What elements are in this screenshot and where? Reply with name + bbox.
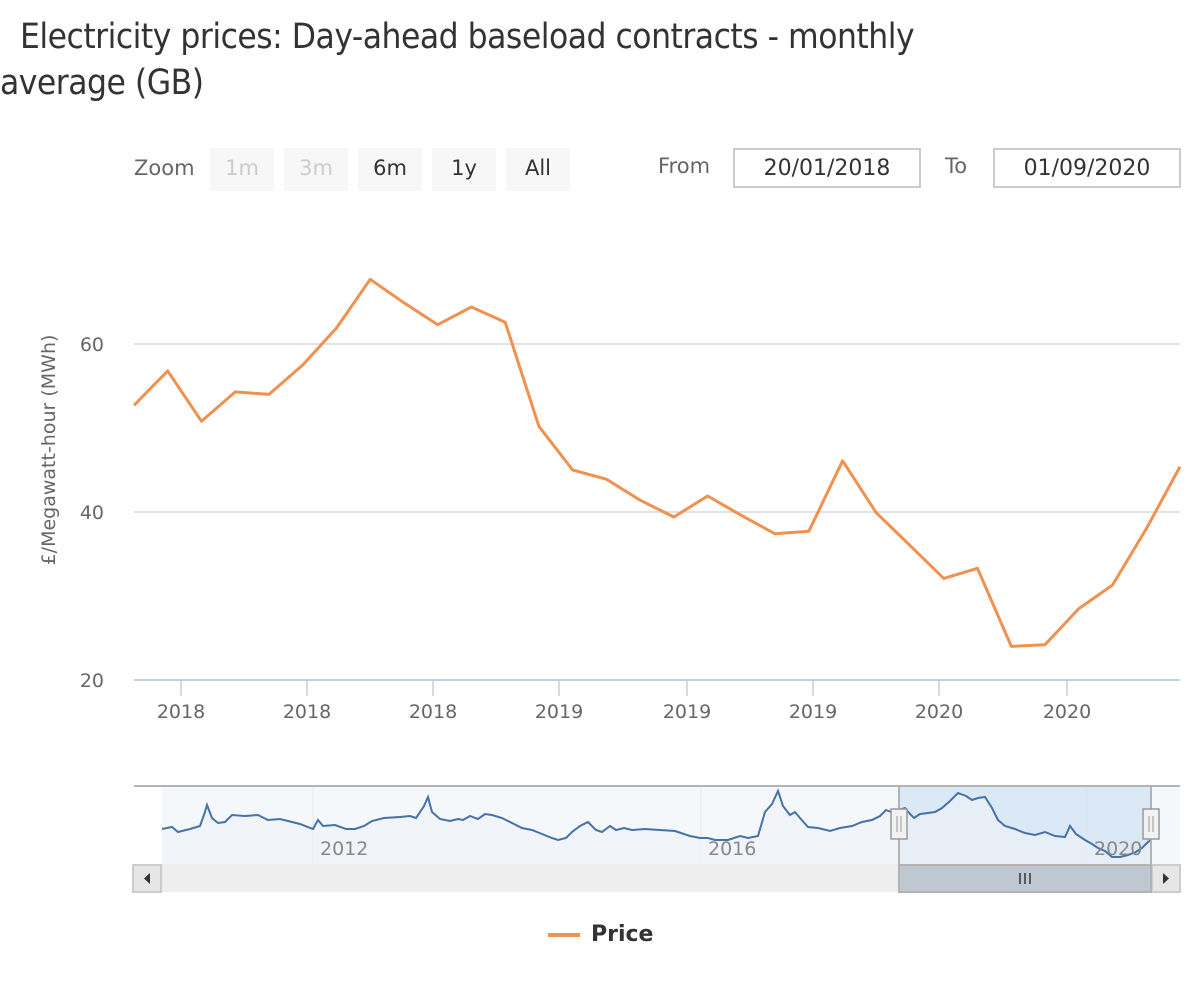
zoom-3m-button[interactable]: 3m <box>284 148 348 191</box>
data-point[interactable] <box>1042 642 1048 648</box>
series-line-price[interactable] <box>132 277 1182 648</box>
data-point[interactable] <box>502 319 508 325</box>
y-tick-label: 40 <box>80 502 104 524</box>
navigator-right-handle[interactable] <box>1142 808 1160 840</box>
data-point[interactable] <box>1076 606 1082 612</box>
x-tick-label: 2019 <box>535 701 583 723</box>
y-tick-label: 60 <box>80 334 104 356</box>
data-point[interactable] <box>671 514 677 520</box>
data-point[interactable] <box>1177 464 1183 470</box>
data-point[interactable] <box>1110 582 1116 588</box>
data-point[interactable] <box>266 391 272 397</box>
x-tick-label: 2020 <box>1043 701 1091 723</box>
to-date-input[interactable] <box>993 148 1181 188</box>
data-point[interactable] <box>806 528 812 534</box>
x-tick-label: 2018 <box>283 701 331 723</box>
data-point[interactable] <box>468 304 474 310</box>
x-tick-label: 2020 <box>915 701 963 723</box>
data-point[interactable] <box>840 458 846 464</box>
x-tick-label: 2019 <box>663 701 711 723</box>
navigator: 2012 2016 2020 <box>132 785 1181 893</box>
data-point[interactable] <box>1008 643 1014 649</box>
data-point[interactable] <box>435 322 441 328</box>
chart-title-line-2: average (GB) <box>0 63 204 103</box>
y-tick-label: 20 <box>80 670 104 692</box>
data-point[interactable] <box>738 512 744 518</box>
to-label: To <box>945 154 968 178</box>
navigator-x-label: 2016 <box>708 838 756 860</box>
data-point[interactable] <box>941 575 947 581</box>
triangle-right-icon <box>1163 873 1169 884</box>
data-point[interactable] <box>637 497 643 503</box>
zoom-all-button[interactable]: All <box>506 148 570 191</box>
data-point[interactable] <box>199 418 205 424</box>
from-date-input[interactable] <box>733 148 921 188</box>
legend-label: Price <box>591 922 654 947</box>
zoom-label: Zoom <box>134 156 195 180</box>
data-point[interactable] <box>401 300 407 306</box>
navigator-x-label: 2020 <box>1094 838 1142 860</box>
x-axis-ticks: 2018 2018 2018 2019 2019 2019 2020 2020 <box>157 680 1091 723</box>
grid-lines <box>134 343 1180 513</box>
data-point[interactable] <box>705 493 711 499</box>
data-point[interactable] <box>907 543 913 549</box>
zoom-1m-button[interactable]: 1m <box>210 148 274 191</box>
y-axis-title: £/Megawatt-hour (MWh) <box>38 335 60 566</box>
chart-title-line-1: Electricity prices: Day-ahead baseload c… <box>20 17 915 57</box>
grip-lines-icon <box>1019 873 1031 884</box>
data-point[interactable] <box>131 402 137 408</box>
chart-title: Electricity prices: Day-ahead baseload c… <box>0 14 1100 106</box>
data-point[interactable] <box>873 510 879 516</box>
data-point[interactable] <box>603 476 609 482</box>
navigator-x-label: 2012 <box>320 838 368 860</box>
data-point[interactable] <box>536 423 542 429</box>
triangle-left-icon <box>144 873 150 884</box>
legend-item-price[interactable]: Price <box>548 922 653 947</box>
zoom-6m-button[interactable]: 6m <box>358 148 422 191</box>
x-tick-label: 2018 <box>409 701 457 723</box>
scroll-right-button[interactable] <box>1151 864 1181 893</box>
x-tick-label: 2019 <box>789 701 837 723</box>
data-point[interactable] <box>772 531 778 537</box>
data-point[interactable] <box>165 368 171 374</box>
scrollbar-thumb[interactable] <box>898 864 1152 893</box>
x-tick-label: 2018 <box>157 701 205 723</box>
data-point[interactable] <box>232 389 238 395</box>
navigator-left-handle[interactable] <box>890 808 908 840</box>
data-point[interactable] <box>1143 526 1149 532</box>
data-point[interactable] <box>570 467 576 473</box>
scroll-left-button[interactable] <box>132 864 162 893</box>
y-axis-ticks: 20 40 60 <box>80 334 104 692</box>
from-label: From <box>658 154 711 178</box>
data-point[interactable] <box>300 362 306 368</box>
data-point[interactable] <box>367 276 373 282</box>
data-point[interactable] <box>334 325 340 331</box>
data-point[interactable] <box>975 565 981 571</box>
navigator-series-line <box>161 788 1152 858</box>
line-swatch-icon <box>548 932 580 937</box>
series-points <box>131 276 1183 649</box>
zoom-1y-button[interactable]: 1y <box>432 148 496 191</box>
